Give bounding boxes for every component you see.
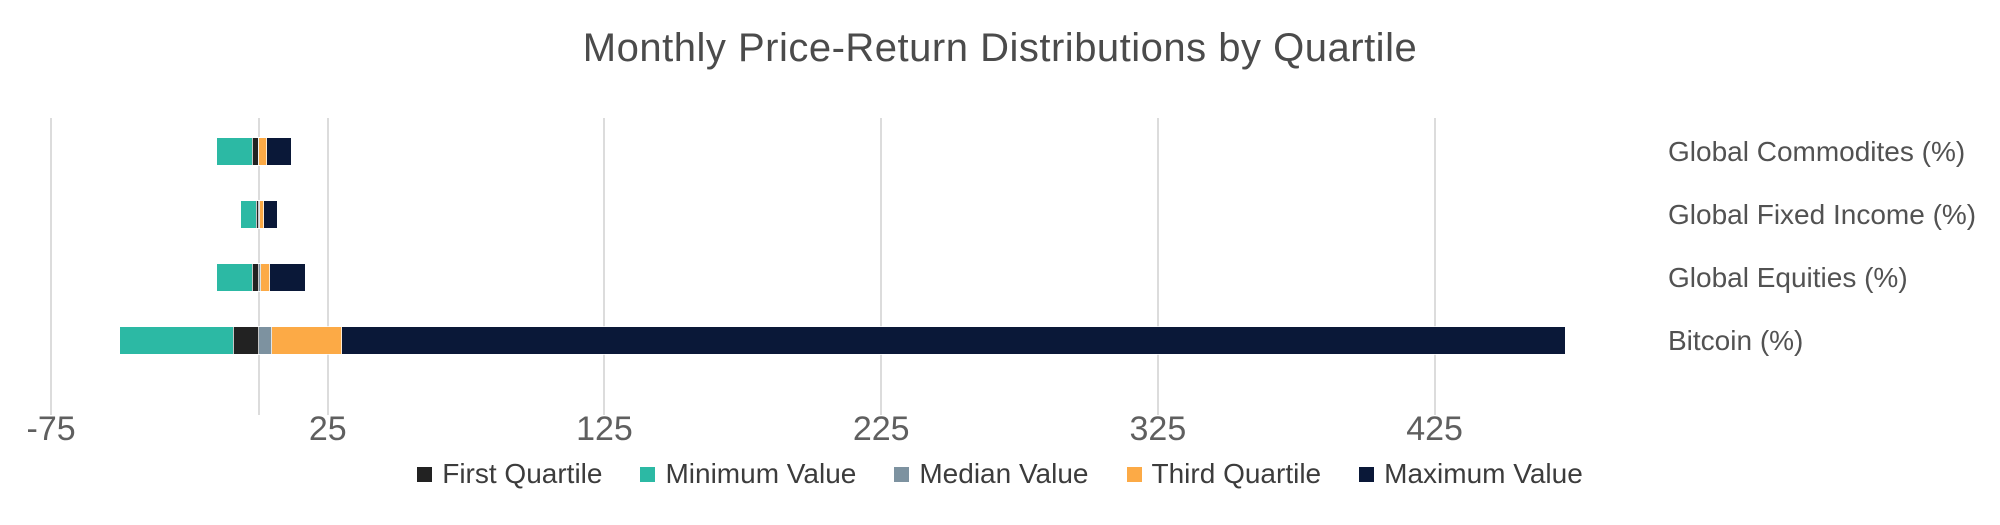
bar-global-fixed-income-segment-median-value: [258, 201, 260, 228]
bar-global-fixed-income-segment-minimum-value: [241, 201, 257, 228]
category-label-global-fixed-income: Global Fixed Income (%): [1668, 198, 1977, 230]
bar-global-equities-segment-maximum-value: [269, 264, 306, 291]
bar-global-commodites-segment-median-value: [258, 138, 260, 165]
bar-global-commodites-segment-maximum-value: [266, 138, 292, 165]
legend-item-maximum-value: Maximum Value: [1359, 458, 1583, 490]
gridline-225: [880, 118, 883, 415]
bar-global-commodites: [40, 138, 1620, 165]
chart-title: Monthly Price-Return Distributions by Qu…: [582, 26, 1418, 70]
x-tick-label-225: 225: [852, 410, 910, 448]
legend-label-median-value: Median Value: [919, 458, 1089, 489]
legend-item-third-quartile: Third Quartile: [1126, 458, 1322, 490]
bar-bitcoin: [40, 327, 1620, 354]
legend-item-median-value: Median Value: [894, 458, 1089, 490]
legend-label-third-quartile: Third Quartile: [1151, 458, 1322, 489]
gridline--75: [50, 118, 53, 415]
bar-bitcoin-segment-first-quartile: [233, 327, 259, 354]
legend-swatch-third-quartile: [1126, 466, 1142, 482]
legend: First Quartile Minimum Value Median Value T…: [0, 458, 2000, 490]
legend-label-minimum-value: Minimum Value: [665, 458, 857, 489]
bar-global-equities-segment-third-quartile: [261, 264, 270, 291]
bar-bitcoin-segment-maximum-value: [342, 327, 1566, 354]
x-tick-label--75: -75: [26, 410, 76, 448]
legend-swatch-first-quartile: [417, 466, 433, 482]
bar-global-fixed-income-segment-third-quartile: [259, 201, 264, 228]
bar-global-equities-segment-median-value: [258, 264, 262, 291]
bar-global-equities-segment-minimum-value: [217, 264, 253, 291]
gridline-425: [1433, 118, 1436, 415]
bar-global-equities: [40, 264, 1620, 291]
bar-global-fixed-income-segment-first-quartile: [256, 201, 259, 228]
x-tick-label-125: 125: [576, 410, 633, 448]
legend-item-first-quartile: First Quartile: [417, 458, 602, 490]
legend-swatch-minimum-value: [640, 466, 656, 482]
bar-bitcoin-segment-third-quartile: [271, 327, 343, 354]
bar-bitcoin-segment-minimum-value: [119, 327, 234, 354]
category-label-global-commodites: Global Commodites (%): [1668, 135, 1966, 167]
bar-global-commodites-segment-first-quartile: [251, 138, 259, 165]
gridline-25: [326, 118, 329, 415]
legend-item-minimum-value: Minimum Value: [640, 458, 856, 490]
category-axis: Global Commodites (%) Global Fixed Income…: [1668, 118, 2000, 415]
category-label-bitcoin: Bitcoin (%): [1668, 324, 1804, 356]
legend-label-first-quartile: First Quartile: [442, 458, 603, 489]
bar-global-fixed-income: [40, 201, 1620, 228]
bar-global-commodites-segment-third-quartile: [259, 138, 267, 165]
bar-global-commodites-segment-minimum-value: [217, 138, 252, 165]
plot-area: [40, 118, 1620, 415]
legend-swatch-maximum-value: [1359, 466, 1375, 482]
bar-bitcoin-segment-median-value: [258, 327, 272, 354]
gridline-325: [1156, 118, 1159, 415]
bar-global-fixed-income-segment-maximum-value: [263, 201, 277, 228]
x-tick-label-25: 25: [308, 410, 347, 448]
x-tick-label-425: 425: [1406, 410, 1463, 448]
category-label-global-equities: Global Equities (%): [1668, 261, 1908, 293]
legend-label-maximum-value: Maximum Value: [1384, 458, 1583, 489]
x-axis: -75 25 125 225 325 425: [26, 410, 1620, 450]
gridline-125: [603, 118, 606, 415]
bar-global-equities-segment-first-quartile: [252, 264, 259, 291]
legend-swatch-median-value: [894, 466, 910, 482]
x-tick-label-325: 325: [1129, 410, 1187, 448]
